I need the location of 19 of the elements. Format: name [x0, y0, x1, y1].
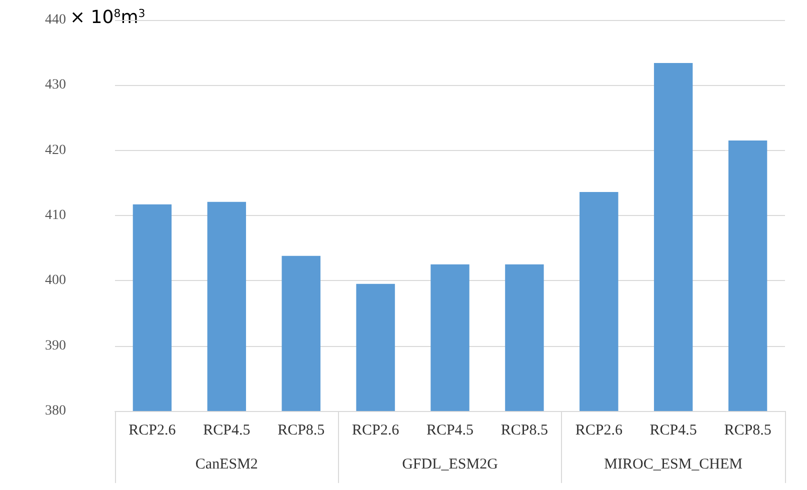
text: CanESM2: [195, 456, 258, 472]
x-tick-label: RCP8.5: [724, 422, 772, 438]
x-tick-label: RCP8.5: [278, 422, 325, 438]
x-tick-label: RCP2.6: [575, 422, 623, 438]
y-tick-label: 380: [45, 404, 66, 418]
y-tick-label: 390: [45, 338, 66, 354]
x-tick-label: RCP4.5: [203, 422, 250, 438]
x-tick-label: RCP8.5: [500, 422, 548, 438]
text: MIROC_ESM_CHEM: [604, 456, 743, 472]
x-tick-label: RCP2.6: [128, 422, 176, 438]
y-tick-label: 430: [45, 78, 66, 93]
x-tick-label: RCP4.5: [426, 422, 474, 438]
x-tick-label: RCP2.6: [352, 422, 400, 438]
y-tick-label: 400: [45, 273, 66, 288]
y-tick-label: 440: [45, 12, 66, 28]
x-tick-label: RCP4.5: [650, 422, 697, 438]
y-tick-label: 410: [45, 208, 66, 223]
text: GFDL_ESM2G: [402, 456, 498, 472]
y-tick-label: 420: [45, 142, 66, 158]
